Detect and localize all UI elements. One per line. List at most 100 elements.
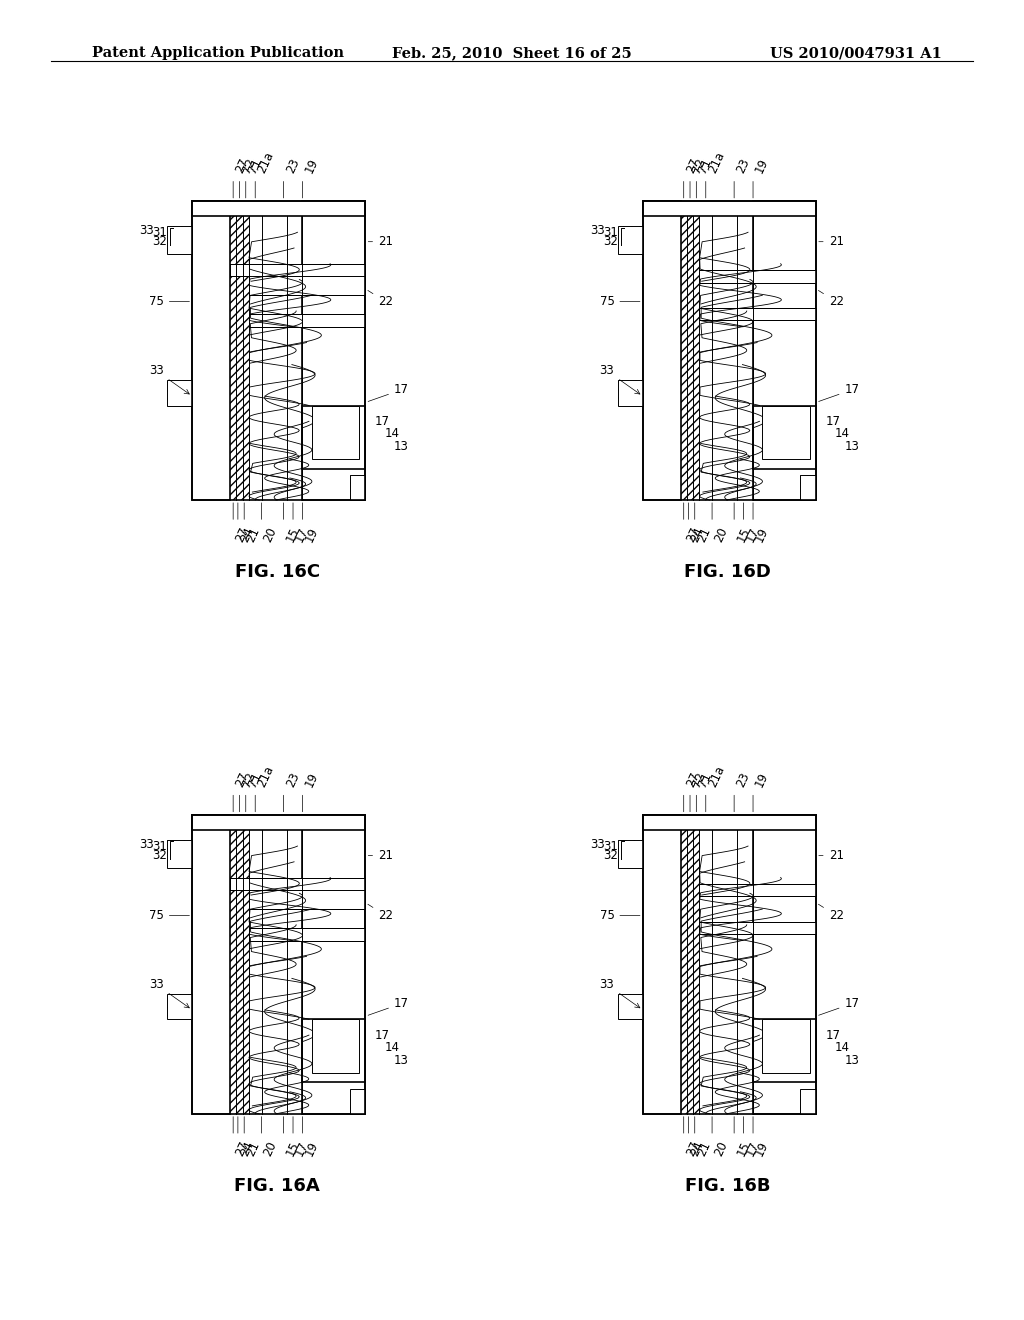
Text: 23: 23	[734, 771, 753, 789]
Text: 75: 75	[148, 909, 189, 921]
Text: 27: 27	[684, 157, 701, 176]
Bar	[801, 475, 816, 500]
Bar	[753, 1019, 816, 1082]
Text: 19: 19	[753, 1139, 771, 1158]
Bar	[193, 201, 366, 500]
Text: 72: 72	[690, 771, 709, 789]
Text: 24: 24	[688, 525, 707, 544]
Text: 71: 71	[696, 771, 715, 789]
Text: 13: 13	[394, 1053, 409, 1067]
Text: 21a: 21a	[255, 150, 276, 176]
Text: Patent Application Publication: Patent Application Publication	[92, 46, 344, 61]
Text: 31: 31	[603, 840, 617, 853]
Text: 19: 19	[302, 157, 321, 176]
Text: 24: 24	[238, 1139, 256, 1158]
Bar	[643, 201, 681, 500]
Text: 27: 27	[233, 157, 251, 176]
Bar	[643, 201, 816, 216]
Text: 20: 20	[712, 525, 730, 544]
Text: 75: 75	[599, 296, 640, 308]
Text: 21: 21	[244, 1139, 262, 1158]
Text: 33: 33	[600, 978, 640, 1008]
Text: 23: 23	[734, 157, 753, 176]
Bar	[643, 814, 681, 1114]
Text: 27: 27	[233, 1139, 251, 1158]
Bar	[249, 928, 366, 941]
Text: 32: 32	[603, 849, 617, 862]
Text: 71: 71	[696, 157, 715, 176]
Text: FIG. 16B: FIG. 16B	[685, 1177, 771, 1195]
Bar	[763, 1019, 810, 1073]
Text: 15: 15	[734, 525, 753, 544]
Bar	[699, 308, 816, 321]
Text: 20: 20	[261, 525, 280, 544]
Text: 33: 33	[150, 978, 189, 1008]
Bar	[302, 814, 366, 1114]
Bar	[167, 840, 193, 869]
Text: 22: 22	[818, 904, 844, 921]
Text: 72: 72	[240, 771, 258, 789]
Text: 33: 33	[139, 224, 155, 238]
Text: 22: 22	[818, 290, 844, 308]
Text: 21a: 21a	[706, 764, 727, 789]
Bar	[350, 475, 366, 500]
Bar	[193, 201, 230, 500]
Bar	[230, 814, 249, 1114]
Bar	[249, 890, 366, 909]
Bar	[302, 201, 366, 500]
Bar	[193, 201, 366, 216]
Text: FIG. 16A: FIG. 16A	[234, 1177, 321, 1195]
Bar	[230, 878, 366, 890]
Bar	[230, 878, 366, 890]
Bar	[249, 276, 366, 296]
Text: 21: 21	[369, 235, 393, 248]
Bar	[302, 405, 366, 469]
Text: 32: 32	[153, 235, 167, 248]
Bar	[193, 201, 366, 216]
Text: 17: 17	[818, 997, 859, 1015]
Text: 72: 72	[240, 157, 258, 176]
Text: 19: 19	[753, 771, 771, 789]
Bar	[801, 1089, 816, 1114]
Bar	[302, 201, 366, 500]
Bar	[230, 264, 366, 276]
Text: 31: 31	[603, 226, 617, 239]
Text: 71: 71	[246, 157, 264, 176]
Bar	[617, 994, 643, 1019]
Text: 32: 32	[603, 235, 617, 248]
Text: 27: 27	[684, 771, 701, 789]
Bar	[193, 814, 366, 1114]
Text: 17: 17	[293, 525, 311, 544]
Bar	[699, 308, 816, 321]
Text: 19: 19	[302, 1139, 321, 1158]
Text: 21: 21	[819, 849, 844, 862]
Text: 21a: 21a	[255, 764, 276, 789]
Text: 31: 31	[153, 840, 167, 853]
Bar	[302, 1019, 366, 1082]
Bar	[617, 380, 643, 405]
Text: Feb. 25, 2010  Sheet 16 of 25: Feb. 25, 2010 Sheet 16 of 25	[392, 46, 632, 61]
Text: 19: 19	[753, 157, 771, 176]
Bar	[230, 201, 249, 500]
Bar	[699, 271, 816, 282]
Bar	[167, 380, 193, 405]
Text: 15: 15	[284, 525, 302, 544]
Text: 33: 33	[590, 838, 605, 851]
Text: 17: 17	[368, 997, 409, 1015]
Text: 23: 23	[284, 771, 302, 789]
Text: 17: 17	[375, 414, 390, 428]
Text: 21: 21	[694, 525, 713, 544]
Bar	[249, 314, 366, 327]
Text: US 2010/0047931 A1: US 2010/0047931 A1	[770, 46, 942, 61]
Text: 17: 17	[818, 383, 859, 401]
Bar	[167, 994, 193, 1019]
Text: 24: 24	[688, 1139, 707, 1158]
Text: 33: 33	[139, 838, 155, 851]
Bar	[302, 405, 366, 469]
Bar	[350, 1089, 366, 1114]
Bar	[617, 840, 643, 869]
Text: 71: 71	[246, 771, 264, 789]
Bar	[193, 814, 366, 830]
Bar	[302, 814, 366, 1114]
Bar	[617, 994, 643, 1019]
